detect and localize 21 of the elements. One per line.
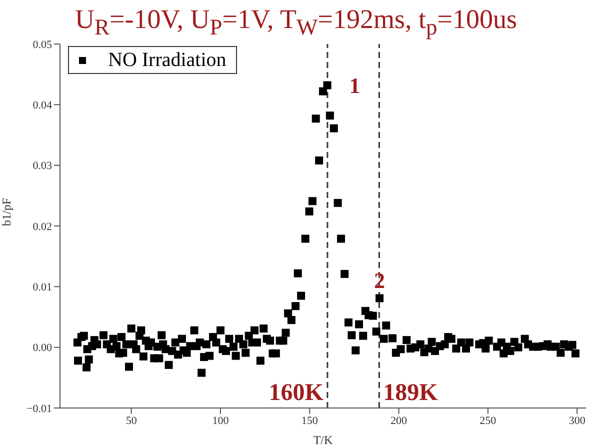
x-tick-label: 50 — [126, 414, 138, 427]
x-axis-title: T/K — [313, 433, 333, 447]
x-tick-label: 250 — [480, 414, 497, 427]
annotation: 2 — [374, 268, 386, 294]
y-axis-title: b1/pF — [0, 198, 14, 226]
ref-line-label: 189K — [383, 380, 438, 406]
y-tick-label: 0.02 — [32, 220, 52, 233]
x-tick-label: 200 — [390, 414, 408, 427]
y-tick-label: 0.01 — [32, 282, 52, 294]
y-tick-label: 0.04 — [32, 100, 52, 112]
y-tick-label: 0.05 — [32, 38, 52, 51]
annotation: 1 — [349, 73, 360, 98]
y-tick-label: 0.03 — [32, 160, 52, 172]
chart-title: U$_{R}$=-10V, U$_{P}$=1V, T$_{W}$=192ms, t$_{p}$=100us — [74, 4, 517, 40]
x-tick-label: 300 — [568, 414, 586, 427]
x-tick-label: 100 — [212, 414, 230, 427]
y-tick-label: −0.01 — [26, 402, 52, 415]
ref-line-label: 160K — [268, 380, 324, 406]
legend-label: NO Irradiation — [108, 48, 226, 73]
x-tick-label: 150 — [301, 414, 318, 427]
y-tick-label: 0.00 — [32, 342, 52, 354]
